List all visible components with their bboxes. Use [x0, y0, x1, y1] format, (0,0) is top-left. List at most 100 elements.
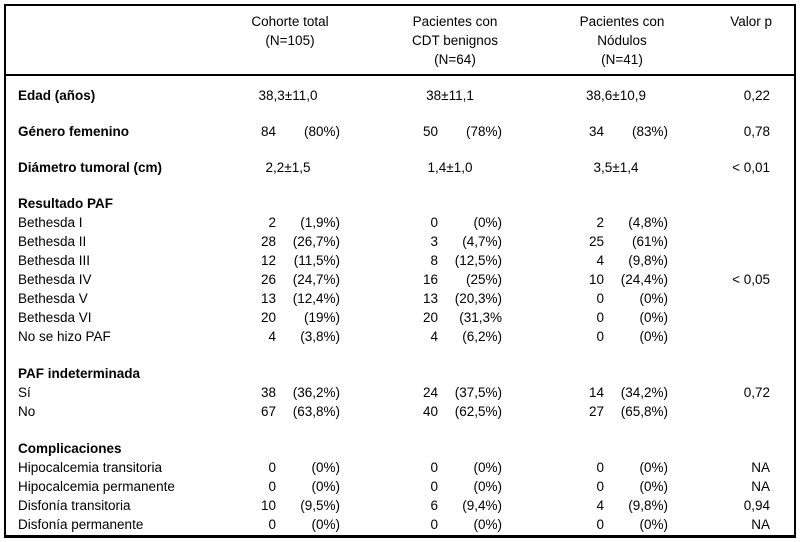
mean-sd-value: 2,2±1,5 [265, 160, 311, 175]
p-value-cell: NA [751, 479, 770, 494]
value-cell: 38,3±11,0 [228, 86, 344, 105]
row-label: Disfonía permanente [18, 517, 144, 532]
summary-table: Cohorte total (N=105) Pacientes con CDT … [4, 4, 796, 538]
count-value: 10 [260, 498, 276, 513]
row-label: Disfonía transitoria [18, 498, 131, 513]
column-header-nodulos: Pacientes con Nódulos (N=41) [532, 12, 712, 69]
column-header-cohorte-total: Cohorte total (N=105) [200, 12, 380, 50]
count-value: 0 [596, 517, 604, 532]
p-value-cell: 0,72 [743, 385, 770, 400]
p-value-cell: NA [751, 460, 770, 475]
count-value: 0 [268, 479, 276, 494]
value-cell: 0 (0%) [506, 289, 672, 308]
percent-value: (0%) [473, 460, 502, 475]
count-value: 0 [430, 460, 438, 475]
table-row: Sí 38 (36,2%) 24 (37,5%) 14 (34,2%) 0,72 [6, 383, 794, 402]
p-value-cell: 0,78 [743, 124, 770, 139]
row-label: Diámetro tumoral (cm) [18, 160, 163, 175]
count-value: 13 [422, 291, 438, 306]
count-value: 0 [596, 479, 604, 494]
count-value: 14 [588, 385, 604, 400]
count-value: 0 [430, 479, 438, 494]
mean-sd-value: 1,4±1,0 [427, 160, 473, 175]
table-row: Bethesda I 2 (1,9%) 0 (0%) 2 (4,8%) [6, 213, 794, 232]
percent-value: (4,8%) [628, 215, 668, 230]
percent-value: (20,3%) [454, 291, 502, 306]
percent-value: (78%) [465, 124, 502, 139]
table-row: Disfonía permanente 0 (0%) 0 (0%) 0 (0%) NA [6, 515, 794, 534]
value-cell: 34 (83%) [506, 122, 672, 141]
count-value: 4 [596, 498, 604, 513]
count-value: 24 [422, 385, 438, 400]
p-value-cell [672, 213, 794, 232]
table-row: Disfonía transitoria 10 (9,5%) 6 (9,4%) 4 (9,8… [6, 496, 794, 515]
table-row: Edad (años) 38,3±11,0 38±11,1 38,6±10,9 0,22 [6, 86, 794, 105]
percent-value: (63,8%) [292, 404, 340, 419]
value-cell: 38,6±10,9 [506, 86, 672, 105]
section-label: PAF indeterminada [18, 366, 141, 381]
value-cell: 26 (24,7%) [228, 270, 344, 289]
table-row: Bethesda VI 20 (19%) 20 (31,3% 0 (0%) [6, 308, 794, 327]
count-value: 20 [260, 310, 276, 325]
section-label: Complicaciones [18, 441, 122, 456]
p-value-cell: 0,94 [743, 498, 770, 513]
table-body: Edad (años) 38,3±11,0 38±11,1 38,6±10,9 0,22… [6, 76, 794, 534]
percent-value: (34,2%) [620, 385, 668, 400]
percent-value: (36,2%) [292, 385, 340, 400]
count-value: 67 [260, 404, 276, 419]
table-row: No 67 (63,8%) 40 (62,5%) 27 (65,8%) [6, 402, 794, 421]
percent-value: (83%) [631, 124, 668, 139]
percent-value: (0%) [473, 517, 502, 532]
table-row: Bethesda II 28 (26,7%) 3 (4,7%) 25 (61%) [6, 232, 794, 251]
percent-value: (0%) [473, 215, 502, 230]
percent-value: (0%) [639, 291, 668, 306]
value-cell: 0 (0%) [228, 515, 344, 534]
section-row: Resultado PAF [6, 194, 794, 213]
value-cell: 10 (24,4%) [506, 270, 672, 289]
p-value-cell: < 0,05 [732, 272, 770, 287]
value-cell: 4 (9,8%) [506, 251, 672, 270]
count-value: 28 [260, 234, 276, 249]
percent-value: (9,4%) [462, 498, 502, 513]
value-cell: 0 (0%) [228, 477, 344, 496]
row-spacer [6, 177, 794, 194]
count-value: 13 [260, 291, 276, 306]
value-cell: 38 (36,2%) [228, 383, 344, 402]
table-header: Cohorte total (N=105) Pacientes con CDT … [6, 6, 794, 76]
percent-value: (12,4%) [292, 291, 340, 306]
count-value: 25 [588, 234, 604, 249]
count-value: 0 [268, 460, 276, 475]
row-label: Edad (años) [18, 88, 96, 103]
value-cell: 0 (0%) [506, 515, 672, 534]
count-value: 0 [596, 310, 604, 325]
row-label: Hipocalcemia transitoria [18, 460, 163, 475]
p-value-cell [672, 308, 794, 327]
row-label: Bethesda III [18, 253, 91, 268]
column-header-line: CDT benignos [411, 33, 499, 48]
column-header-line: (N=64) [434, 52, 476, 67]
percent-value: (0%) [639, 460, 668, 475]
column-header-line: Pacientes con [579, 14, 665, 29]
count-value: 40 [422, 404, 438, 419]
value-cell: 6 (9,4%) [344, 496, 506, 515]
row-spacer [6, 105, 794, 122]
value-cell: 84 (80%) [228, 122, 344, 141]
value-cell: 4 (3,8%) [228, 327, 344, 346]
percent-value: (0%) [639, 310, 668, 325]
percent-value: (31,3% [459, 310, 502, 325]
p-value-cell [672, 251, 794, 270]
table-row: Bethesda III 12 (11,5%) 8 (12,5%) 4 (9,8%) [6, 251, 794, 270]
count-value: 0 [596, 329, 604, 344]
count-value: 84 [260, 124, 276, 139]
percent-value: (0%) [311, 517, 340, 532]
percent-value: (0%) [639, 479, 668, 494]
value-cell: 0 (0%) [228, 458, 344, 477]
percent-value: (19%) [303, 310, 340, 325]
percent-value: (3,8%) [300, 329, 340, 344]
value-cell: 13 (20,3%) [344, 289, 506, 308]
percent-value: (4,7%) [462, 234, 502, 249]
count-value: 50 [422, 124, 438, 139]
count-value: 12 [260, 253, 276, 268]
count-value: 34 [588, 124, 604, 139]
value-cell: 25 (61%) [506, 232, 672, 251]
